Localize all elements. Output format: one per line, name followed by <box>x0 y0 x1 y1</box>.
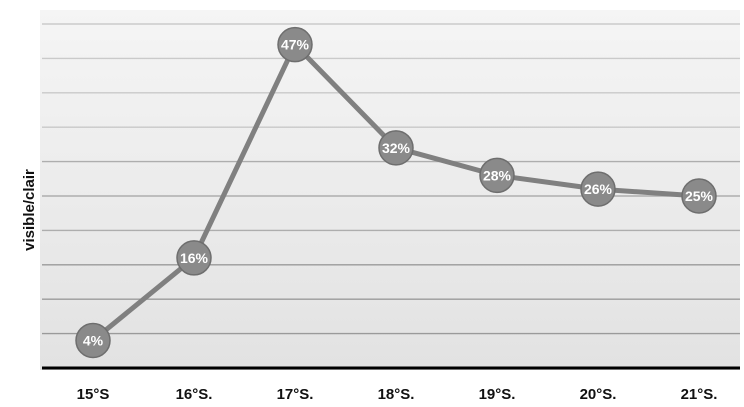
x-tick-label: 19°S. <box>479 386 516 403</box>
data-label: 25% <box>685 188 714 204</box>
x-tick-label: 15°S <box>77 386 110 403</box>
data-label: 26% <box>584 181 613 197</box>
x-tick-label: 18°S. <box>378 386 415 403</box>
x-tick-label: 16°S. <box>176 386 213 403</box>
x-tick-labels: 15°S 16°S. 17°S. 18°S. 19°S. 20°S. 21°S. <box>77 386 718 403</box>
data-label: 47% <box>281 37 310 53</box>
data-point-marker <box>681 178 717 214</box>
data-point-marker <box>580 171 616 207</box>
x-tick-label: 20°S. <box>580 386 617 403</box>
data-point-marker <box>378 130 414 166</box>
y-axis-label: visible/clair <box>21 169 38 251</box>
data-point-marker <box>479 157 515 194</box>
data-point-marker <box>75 322 111 359</box>
data-label: 4% <box>83 332 104 348</box>
x-tick-label: 21°S. <box>681 386 718 403</box>
data-label: 28% <box>483 167 512 183</box>
data-point-marker <box>176 240 212 276</box>
data-label: 16% <box>180 250 209 266</box>
data-label: 32% <box>382 140 411 156</box>
x-tick-label: 17°S. <box>277 386 314 403</box>
markers-group: 4% 16% 47% 32% 28% 26% 25% <box>75 26 717 359</box>
data-point-marker <box>277 26 313 63</box>
